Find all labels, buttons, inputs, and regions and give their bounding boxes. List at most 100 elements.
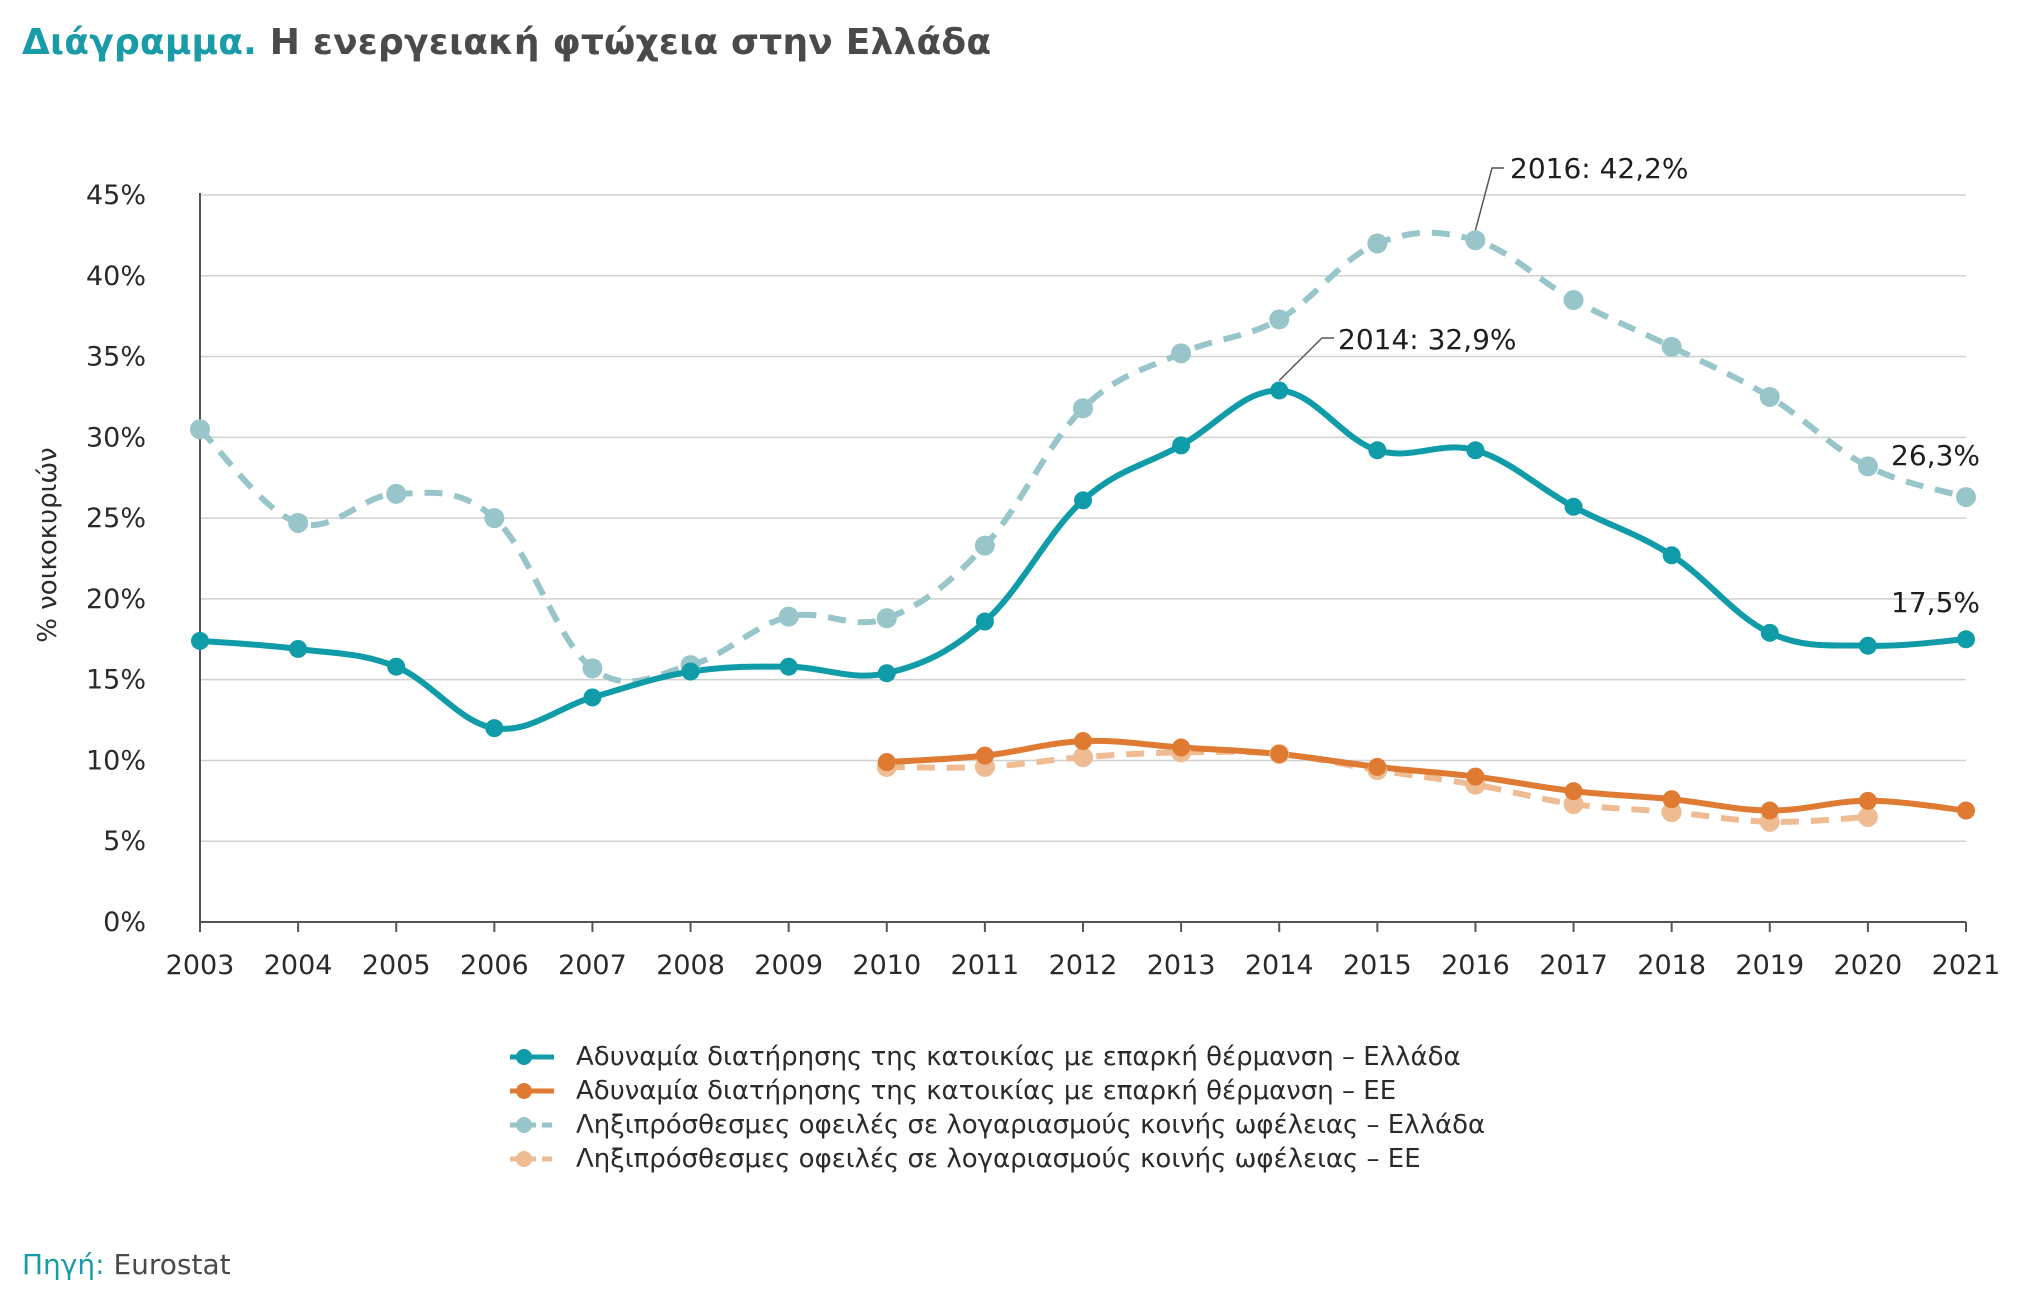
series-line (883, 737, 1969, 814)
data-point (1661, 802, 1682, 823)
x-tick-label: 2016 (1441, 950, 1510, 981)
x-tick-label: 2006 (460, 950, 529, 981)
data-point (1760, 801, 1779, 820)
x-tick-label: 2010 (852, 950, 921, 981)
legend-swatch-greece-arrears (510, 1117, 554, 1133)
data-point (1662, 790, 1681, 809)
y-tick-label: 45% (86, 180, 146, 211)
data-point (681, 662, 700, 681)
annotation-label: 2014: 32,9% (1338, 323, 1517, 356)
data-point (779, 657, 798, 676)
x-tick-label: 2012 (1049, 950, 1118, 981)
data-point (288, 512, 309, 533)
data-point (1857, 806, 1878, 827)
y-axis-label: % νοικοκυριών (33, 447, 63, 642)
x-tick-label: 2011 (951, 950, 1020, 981)
data-point (1073, 398, 1093, 419)
y-tick-label: 25% (86, 503, 146, 534)
legend-swatch-eu-heating (510, 1083, 554, 1099)
data-point (1270, 381, 1289, 400)
legend-item: Αδυναμία διατήρησης της κατοικίας με επα… (510, 1040, 1485, 1074)
legend-item: Αδυναμία διατήρησης της κατοικίας με επα… (510, 1074, 1485, 1108)
data-point (1957, 630, 1975, 649)
annotation-label: 2016: 42,2% (1510, 152, 1689, 185)
data-point (386, 483, 407, 504)
annotation-label: 26,3% (1891, 439, 1980, 472)
data-point (1172, 738, 1191, 757)
legend-item: Ληξιπρόσθεσμες οφειλές σε λογαριασμούς κ… (510, 1108, 1485, 1142)
data-point (1465, 230, 1486, 251)
legend-swatch-greece-heating (510, 1049, 554, 1065)
legend-label: Ληξιπρόσθεσμες οφειλές σε λογαριασμούς κ… (576, 1144, 1421, 1174)
data-point (1172, 436, 1191, 455)
y-tick-label: 10% (86, 745, 146, 776)
series-line (197, 387, 1969, 732)
data-point (1564, 782, 1583, 801)
x-tick-label: 2019 (1735, 950, 1804, 981)
data-point (975, 612, 994, 631)
data-point (190, 419, 210, 440)
legend-label: Αδυναμία διατήρησης της κατοικίας με επα… (576, 1042, 1461, 1072)
data-point (1563, 794, 1584, 815)
series-markers (190, 230, 1976, 832)
axes: 0% 5% 10% 15% 20% 25% 30% 35% 40% 45% 2003 2004 2005… (86, 180, 2000, 981)
data-point (1858, 636, 1877, 655)
data-point (387, 657, 406, 676)
data-point (1956, 487, 1976, 508)
chart-title-text: Η ενεργειακή φτώχεια στην Ελλάδα (257, 22, 992, 63)
data-point (1662, 546, 1681, 565)
legend-label: Ληξιπρόσθεσμες οφειλές σε λογαριασμούς κ… (576, 1110, 1486, 1140)
chart-title: Διάγραμμα. Η ενεργειακή φτώχεια στην Ελλ… (22, 22, 991, 63)
x-tick-label: 2015 (1343, 950, 1412, 981)
legend-label: Αδυναμία διατήρησης της κατοικίας με επα… (576, 1076, 1397, 1106)
x-tick-label: 2020 (1834, 950, 1903, 981)
x-tick-label: 2014 (1245, 950, 1314, 981)
annotations: 2016: 42,2% 2014: 32,9% 26,3% 17,5% (1278, 152, 1980, 619)
x-tick-label: 2007 (558, 950, 627, 981)
data-point (1171, 343, 1192, 364)
y-tick-label: 0% (103, 907, 146, 938)
data-point (191, 631, 209, 650)
annotation-leader (1474, 167, 1504, 231)
data-point (1759, 386, 1780, 407)
source-note: Πηγή: Eurostat (22, 1248, 231, 1281)
series-line (197, 229, 1967, 685)
data-point (877, 664, 896, 683)
data-point (1074, 491, 1092, 510)
chart-title-lead: Διάγραμμα. (22, 22, 258, 63)
x-tick-label: 2017 (1539, 950, 1608, 981)
annotation-label: 17,5% (1891, 586, 1980, 619)
x-tick-label: 2018 (1637, 950, 1706, 981)
data-point (1661, 336, 1682, 357)
y-tick-label: 5% (103, 826, 146, 857)
source-value: Eurostat (104, 1248, 231, 1281)
data-point (974, 535, 995, 556)
x-tick-label: 2003 (166, 950, 235, 981)
y-tick-label: 40% (86, 261, 146, 292)
data-point (1269, 309, 1290, 330)
data-point (1074, 732, 1092, 751)
data-point (1760, 623, 1779, 642)
x-tick-label: 2008 (656, 950, 725, 981)
data-point (1368, 441, 1387, 460)
data-point (1564, 497, 1583, 516)
data-point (1858, 791, 1877, 810)
data-point (876, 608, 897, 629)
x-tick-label: 2005 (362, 950, 431, 981)
legend-item: Ληξιπρόσθεσμες οφειλές σε λογαριασμούς κ… (510, 1142, 1485, 1176)
y-tick-label: 15% (86, 665, 146, 696)
annotation-leader (1278, 337, 1334, 382)
data-point (1367, 233, 1388, 254)
data-point (1563, 290, 1584, 311)
data-point (1466, 767, 1485, 786)
legend: Αδυναμία διατήρησης της κατοικίας με επα… (510, 1040, 1485, 1176)
data-point (1466, 441, 1485, 460)
x-tick-label: 2013 (1147, 950, 1216, 981)
x-tick-label: 2009 (754, 950, 823, 981)
data-point (778, 606, 799, 627)
y-tick-label: 35% (86, 342, 146, 373)
x-tick-label: 2021 (1932, 950, 2001, 981)
data-point (1857, 456, 1878, 477)
y-tick-label: 30% (86, 422, 146, 453)
data-point (485, 719, 504, 738)
